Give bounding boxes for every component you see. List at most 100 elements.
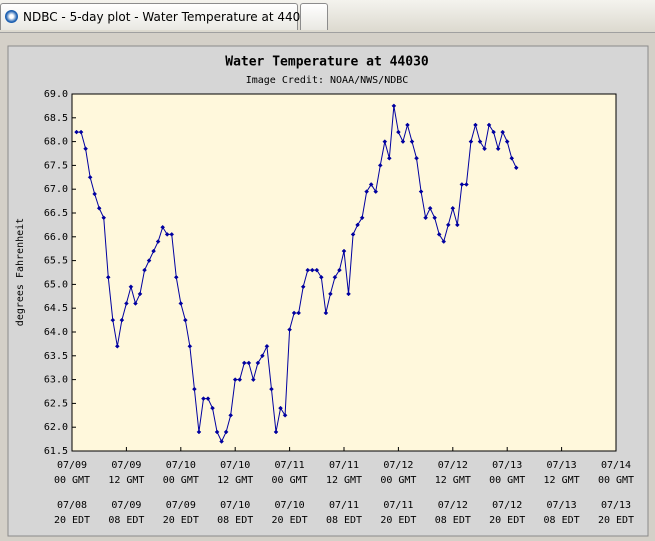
point [246, 360, 252, 366]
point [210, 405, 215, 411]
y-tick-label: 62.0 [44, 422, 68, 433]
point [377, 163, 383, 168]
point [337, 267, 342, 273]
x-tick-label: 07/13 12 GMT [543, 460, 580, 486]
point [178, 301, 184, 306]
point [142, 267, 147, 273]
point [241, 360, 247, 366]
point [151, 248, 156, 254]
point [214, 429, 220, 435]
point [350, 232, 356, 237]
point [101, 215, 107, 221]
point [219, 439, 224, 444]
point [282, 412, 288, 418]
x-tick-label: 07/12 00 GMT [380, 460, 417, 486]
point [318, 274, 324, 280]
point [187, 343, 193, 349]
point [264, 343, 270, 349]
y-tick-label: 65.0 [44, 279, 68, 290]
chart-title: Water Temperature at 44030 [225, 55, 429, 70]
point [273, 429, 279, 435]
x-tick-label-edt: 07/13 08 EDT [543, 500, 580, 526]
point [309, 267, 315, 273]
point [260, 353, 265, 359]
point [364, 189, 370, 194]
y-tick-label: 64.5 [44, 303, 68, 314]
point [250, 377, 256, 382]
x-tick-label: 07/09 00 GMT [53, 460, 91, 486]
point [192, 386, 197, 392]
point [477, 139, 483, 144]
new-tab[interactable] [300, 3, 328, 30]
y-tick-label: 66.5 [44, 208, 68, 219]
x-tick-label: 07/10 00 GMT [162, 460, 199, 486]
point [486, 122, 492, 128]
y-tick-label: 61.5 [44, 446, 68, 457]
y-tick-label: 68.0 [44, 137, 68, 148]
y-tick-label: 66.0 [44, 232, 68, 243]
x-tick-label-edt: 07/12 20 EDT [489, 500, 526, 526]
point [96, 205, 102, 211]
point [400, 139, 406, 144]
point [87, 174, 93, 180]
point [391, 103, 397, 109]
point [355, 222, 360, 228]
point [482, 146, 487, 152]
browser-tab[interactable]: NDBC - 5-day plot - Water Temperature at… [0, 3, 316, 30]
point [382, 139, 388, 144]
point [146, 258, 152, 263]
point [328, 291, 333, 297]
y-tick-label: 63.0 [44, 375, 68, 386]
point [346, 291, 351, 297]
x-tick-label: 07/11 00 GMT [271, 460, 308, 486]
point [105, 274, 111, 280]
x-tick-label-edt: 07/11 20 EDT [380, 500, 417, 526]
x-tick-label-edt: 07/12 08 EDT [434, 500, 471, 526]
x-tick-label: 07/14 00 GMT [597, 460, 635, 486]
point [341, 248, 347, 254]
point [269, 386, 274, 392]
y-tick-label: 68.5 [44, 113, 68, 124]
y-tick-label: 67.0 [44, 184, 68, 195]
point [513, 165, 519, 171]
y-tick-label: 63.5 [44, 351, 68, 362]
point [92, 191, 98, 197]
point [287, 327, 292, 332]
x-tick-label-edt: 07/10 08 EDT [217, 500, 254, 526]
point [300, 284, 306, 290]
point [124, 301, 129, 306]
point [509, 155, 515, 161]
point [137, 291, 143, 297]
point [201, 396, 206, 401]
point [500, 129, 506, 135]
point [332, 274, 338, 280]
point [368, 182, 374, 187]
point [205, 396, 211, 401]
x-tick-label-edt: 07/09 08 EDT [108, 500, 145, 526]
y-tick-label: 69.0 [44, 89, 68, 100]
point [432, 215, 438, 221]
x-tick-label-edt: 07/13 20 EDT [597, 500, 635, 526]
x-tick-label-edt: 07/11 08 EDT [325, 500, 363, 526]
point [128, 284, 134, 290]
point [305, 267, 311, 273]
point [133, 301, 138, 306]
point [291, 310, 297, 316]
point [473, 122, 478, 128]
y-tick-label: 64.0 [44, 327, 68, 338]
x-tick-label: 07/11 12 GMT [325, 460, 363, 486]
point [78, 129, 84, 135]
y-tick-label: 62.5 [44, 398, 68, 409]
point [409, 139, 415, 144]
point [450, 205, 456, 211]
point [173, 274, 179, 280]
point [232, 377, 238, 382]
x-tick-label-edt: 07/10 20 EDT [271, 500, 308, 526]
chart-subtitle: Image Credit: NOAA/NWS/NDBC [246, 75, 409, 86]
point [386, 155, 392, 161]
point [323, 310, 329, 316]
x-tick-label: 07/12 12 GMT [434, 460, 471, 486]
point [414, 155, 419, 161]
